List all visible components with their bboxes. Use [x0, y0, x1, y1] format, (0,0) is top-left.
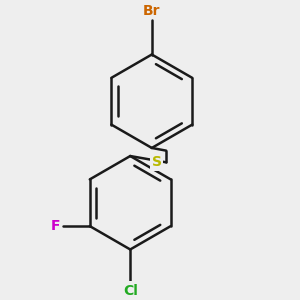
- Text: F: F: [51, 219, 60, 233]
- Text: Br: Br: [143, 4, 160, 18]
- Text: Cl: Cl: [123, 284, 138, 298]
- Text: S: S: [152, 155, 162, 169]
